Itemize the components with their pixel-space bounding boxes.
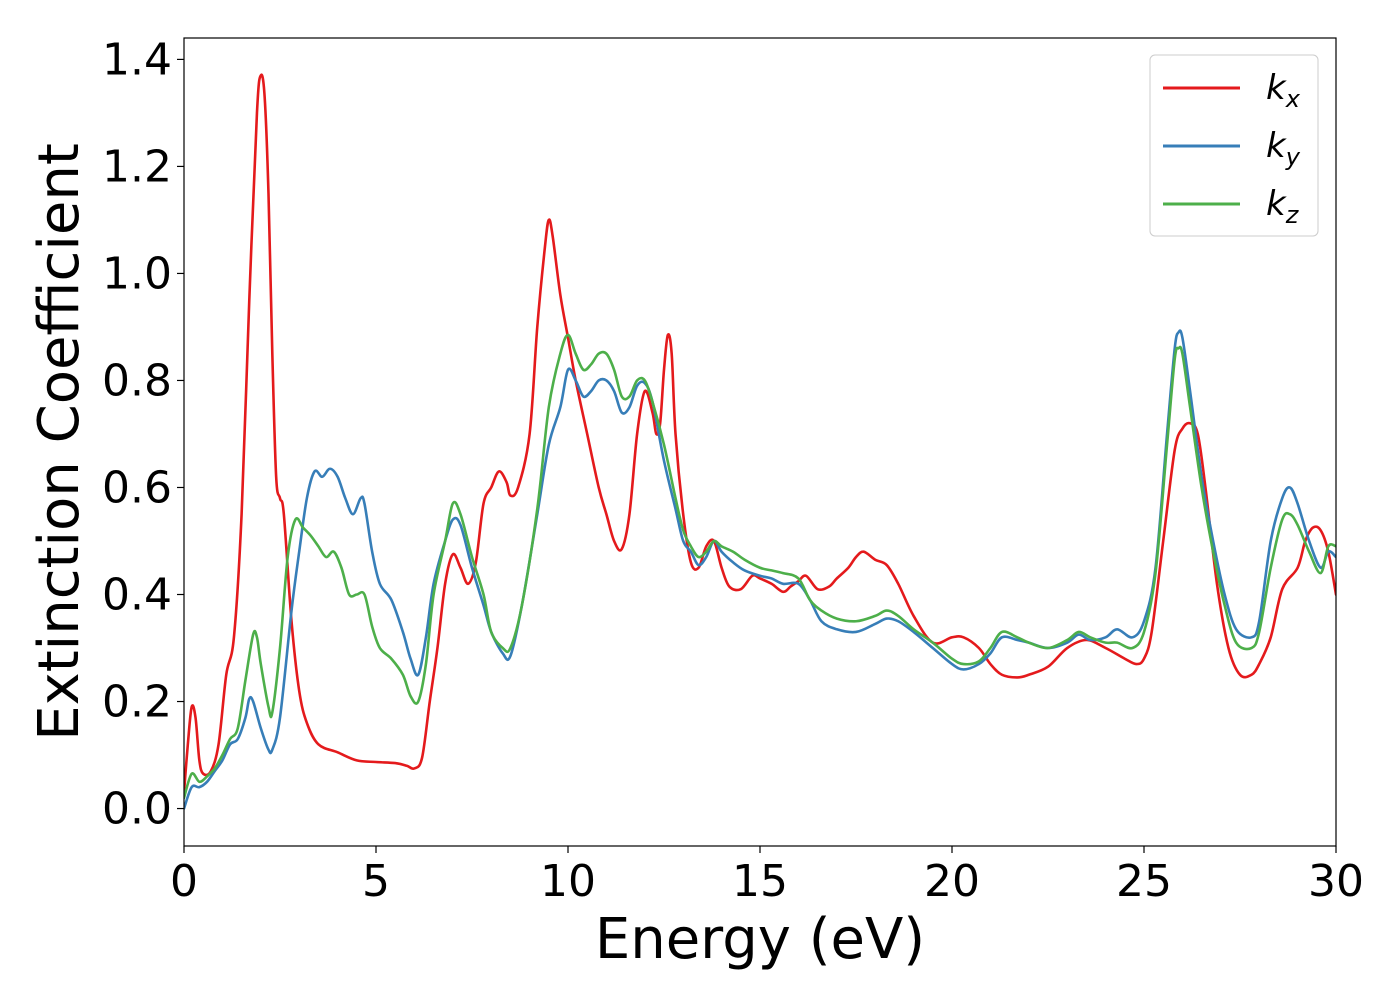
legend-label-x: kx [1266, 68, 1301, 113]
x-tick-label: 10 [540, 856, 596, 907]
y-tick-label: 0.2 [102, 677, 172, 728]
y-tick-label: 0.4 [102, 570, 172, 621]
y-tick-label: 0.6 [102, 462, 172, 513]
x-tick-label: 15 [732, 856, 788, 907]
x-tick-label: 5 [362, 856, 390, 907]
y-axis-ticks: 0.0 0.2 0.4 0.6 0.8 1.0 1.2 1.4 [102, 34, 184, 835]
legend: kx ky kz [1149, 54, 1319, 237]
legend-label-y: ky [1266, 126, 1301, 171]
y-tick-label: 0.0 [102, 784, 172, 835]
x-tick-label: 30 [1308, 856, 1364, 907]
y-tick-label: 1.0 [102, 248, 172, 299]
x-axis-ticks: 0 5 10 15 20 25 30 [170, 846, 1364, 907]
y-tick-label: 0.8 [102, 355, 172, 406]
x-tick-label: 0 [170, 856, 198, 907]
legend-label-z: kz [1266, 184, 1300, 229]
y-tick-label: 1.2 [102, 141, 172, 192]
series-layer [184, 73, 1336, 810]
series-line-y [184, 329, 1336, 810]
x-tick-label: 20 [924, 856, 980, 907]
y-axis-title: Extinction Coefficient [27, 143, 92, 741]
x-axis-title: Energy (eV) [595, 907, 925, 972]
y-tick-label: 1.4 [102, 34, 172, 85]
series-line-z [184, 333, 1336, 800]
x-tick-label: 25 [1116, 856, 1172, 907]
